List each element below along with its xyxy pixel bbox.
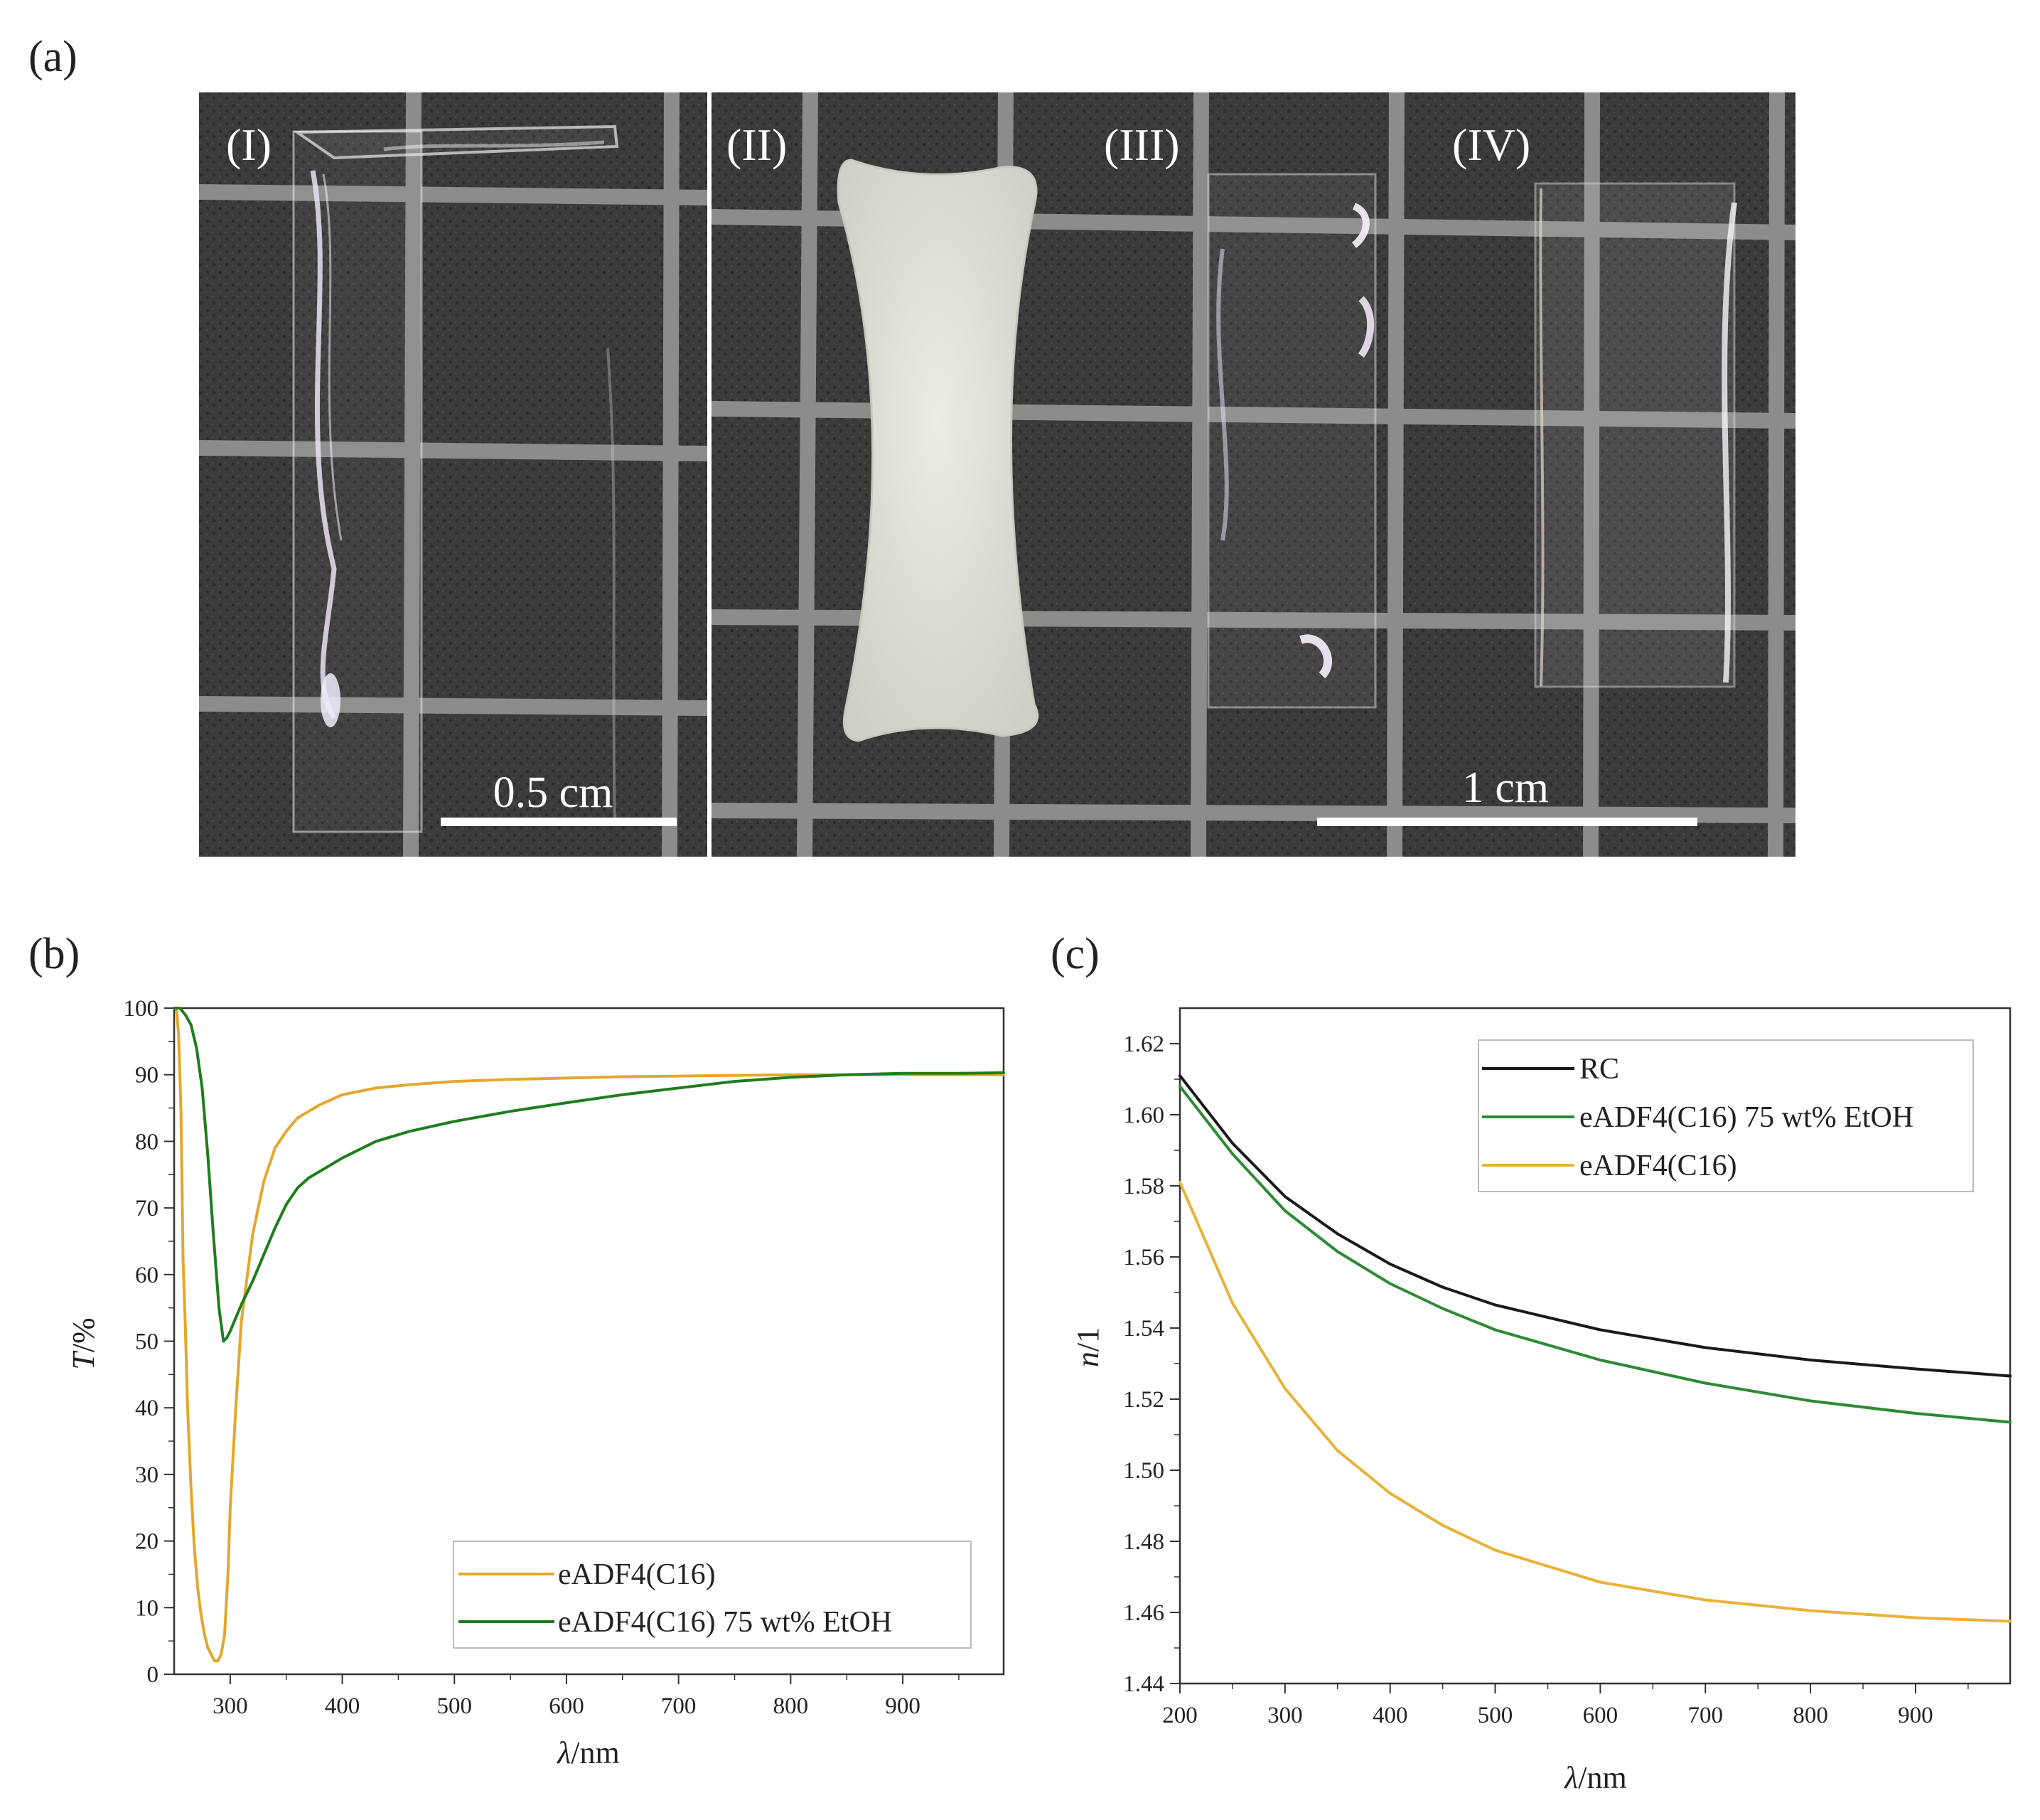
legend-label-b-1: eADF4(C16) 75 wt% EtOH (558, 1606, 892, 1639)
y-tick-label-c-0: 1.44 (1123, 1671, 1164, 1697)
y-tick-label-c-5: 1.54 (1123, 1316, 1164, 1342)
y-tick-label-c-6: 1.56 (1123, 1245, 1164, 1270)
legend-c: RC eADF4(C16) 75 wt% EtOH eADF4(C16) (1478, 1039, 1974, 1192)
series-line-c-0 (1179, 1074, 2012, 1378)
series-line-b-0 (175, 1007, 1005, 1663)
film-III (1207, 173, 1377, 709)
series-line-c-2 (1179, 1181, 2012, 1623)
photo-right (711, 92, 1796, 857)
film-I (292, 124, 619, 833)
y-tick-label-b-2: 20 (135, 1529, 159, 1555)
series-group-b (173, 1007, 1005, 1663)
ticks-c: 200 300 400 500 600 700 800 900 1.44 1.46 1.48 1.50… (1123, 1032, 1969, 1728)
y-tick-label-b-7: 70 (135, 1196, 159, 1221)
sample-label-III: (III) (1104, 119, 1180, 170)
scale-bar-left-label: 0.5 cm (493, 769, 613, 817)
x-tick-label-c-1: 300 (1267, 1703, 1303, 1728)
x-tick-label-b-6: 900 (885, 1693, 920, 1719)
y-tick-label-b-4: 40 (135, 1396, 159, 1421)
x-tick-label-c-0: 200 (1162, 1703, 1198, 1728)
legend-label-c-0: RC (1579, 1053, 1619, 1086)
legend-box-b (453, 1541, 972, 1649)
x-tick-label-b-1: 400 (325, 1693, 360, 1719)
scale-bar-right-label: 1 cm (1462, 764, 1549, 812)
y-tick-label-b-6: 60 (135, 1263, 159, 1288)
y-tick-label-c-8: 1.60 (1123, 1103, 1164, 1128)
legend-b: eADF4(C16) eADF4(C16) 75 wt% EtOH (453, 1541, 972, 1649)
film-II (837, 159, 1039, 742)
panel-label-a: (a) (28, 33, 77, 81)
y-tick-label-b-5: 50 (135, 1329, 159, 1355)
x-tick-label-c-7: 900 (1898, 1703, 1933, 1728)
y-tick-label-c-7: 1.58 (1123, 1174, 1164, 1199)
panel-a: (a) (28, 33, 1796, 857)
sample-label-I: (I) (226, 119, 272, 170)
x-tick-label-c-3: 500 (1478, 1703, 1513, 1728)
y-tick-label-b-0: 0 (147, 1662, 159, 1688)
x-tick-label-c-5: 700 (1687, 1703, 1723, 1728)
plot-frame-c (1179, 1007, 2012, 1685)
y-tick-label-c-3: 1.50 (1123, 1458, 1164, 1484)
sample-label-IV: (IV) (1452, 119, 1530, 170)
ticks-b: 300 400 500 600 700 800 900 0 10 20 30 40 50 60 70 80 90… (124, 996, 960, 1719)
y-axis-title-c: n/1 (1070, 1327, 1105, 1367)
x-tick-label-b-3: 600 (549, 1693, 584, 1719)
y-tick-label-b-1: 10 (135, 1595, 159, 1621)
legend-label-b-0: eADF4(C16) (558, 1558, 716, 1591)
scale-bar-left (441, 818, 677, 826)
x-tick-label-b-2: 500 (437, 1693, 473, 1719)
photo-background-left (199, 92, 707, 857)
chart-transmittance: (b) 300 400 500 600 700 800 900 0 10 20 30 40 50 60 70… (28, 930, 1005, 1770)
y-tick-label-c-9: 1.62 (1123, 1032, 1164, 1057)
series-group-c (1179, 1074, 2012, 1623)
x-tick-label-b-5: 800 (773, 1693, 809, 1719)
y-tick-label-c-2: 1.48 (1123, 1529, 1164, 1555)
series-line-c-1 (1179, 1085, 2012, 1424)
panel-label-c: (c) (1051, 930, 1100, 978)
x-tick-label-b-0: 300 (213, 1693, 248, 1719)
y-tick-label-c-1: 1.46 (1123, 1600, 1164, 1626)
x-tick-label-c-4: 600 (1583, 1703, 1618, 1728)
x-tick-label-b-4: 700 (661, 1693, 697, 1719)
legend-label-c-2: eADF4(C16) (1579, 1150, 1737, 1182)
panel-label-b: (b) (28, 930, 80, 978)
x-tick-label-c-6: 800 (1793, 1703, 1828, 1728)
y-tick-label-b-3: 30 (135, 1462, 159, 1488)
film-IV (1534, 182, 1737, 688)
photo-grid-left (198, 92, 708, 857)
y-axis-title-b: T/% (66, 1317, 101, 1369)
series-line-b-1 (173, 1007, 1005, 1343)
y-tick-label-b-8: 80 (135, 1129, 159, 1155)
x-axis-title-b: λ/nm (556, 1735, 620, 1770)
sample-label-II: (II) (726, 119, 787, 170)
x-axis-title-c: λ/nm (1563, 1760, 1627, 1795)
y-tick-label-c-4: 1.52 (1123, 1387, 1164, 1413)
y-tick-label-b-9: 90 (135, 1063, 159, 1088)
photo-divider (707, 92, 712, 857)
scale-bar-right (1317, 818, 1697, 826)
x-tick-label-c-2: 400 (1373, 1703, 1408, 1728)
photo-left (198, 92, 708, 857)
chart-refractive-index: (c) 200 300 400 500 600 700 800 900 1.44 1.46 1.48… (1051, 930, 2012, 1795)
legend-label-c-1: eADF4(C16) 75 wt% EtOH (1579, 1101, 1913, 1134)
y-tick-label-b-10: 100 (124, 996, 159, 1022)
